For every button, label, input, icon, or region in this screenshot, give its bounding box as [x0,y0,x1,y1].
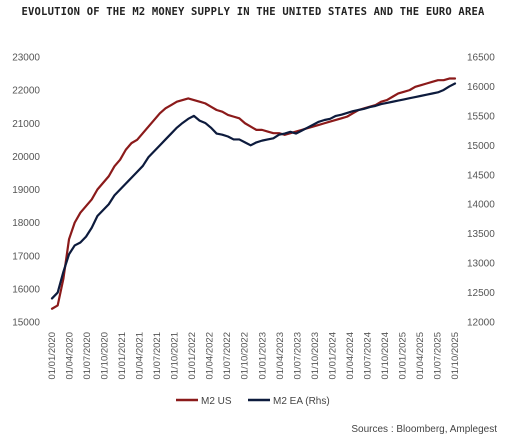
right-tick-label: 13000 [467,259,495,270]
left-tick-label: 16000 [12,284,40,295]
x-tick-label: 01/10/2022 [240,332,251,380]
x-tick-label: 01/01/2025 [397,332,408,380]
x-tick-label: 01/01/2024 [327,332,338,380]
left-tick-label: 20000 [12,152,40,163]
left-tick-label: 17000 [12,251,40,262]
x-tick-label: 01/01/2022 [187,332,198,380]
x-tick-label: 01/04/2025 [415,332,426,380]
x-tick-label: 01/10/2025 [450,332,461,380]
legend: M2 US M2 EA (Rhs) [176,396,330,407]
x-tick-label: 01/10/2023 [310,332,321,380]
right-y-axis: 12000 12500 13000 13500 14000 14500 15000 15500… [467,53,495,329]
right-tick-label: 15500 [467,111,495,122]
left-tick-label: 18000 [12,218,40,229]
x-tick-label: 01/04/2023 [275,332,286,380]
right-tick-label: 14000 [467,200,495,211]
x-tick-label: 01/01/2023 [257,332,268,380]
x-tick-label: 01/01/2021 [117,332,128,380]
x-tick-label: 01/01/2020 [47,332,58,380]
x-tick-label: 01/10/2021 [170,332,181,380]
source-note: Sources : Bloomberg, Amplegest [351,424,497,435]
x-tick-label: 01/07/2020 [82,332,93,380]
x-tick-label: 01/07/2024 [362,332,373,380]
x-tick-label: 01/04/2024 [345,332,356,380]
right-tick-label: 13500 [467,229,495,240]
left-tick-label: 19000 [12,185,40,196]
left-tick-label: 21000 [12,119,40,130]
x-tick-label: 01/10/2024 [380,332,391,380]
series-line-m2-ea [50,82,457,300]
left-tick-label: 22000 [12,86,40,97]
right-tick-label: 14500 [467,170,495,181]
legend-label-m2-us: M2 US [201,396,232,407]
left-y-axis: 15000 16000 17000 18000 19000 20000 21000 22000… [12,53,40,329]
x-tick-label: 01/07/2023 [292,332,303,380]
x-tick-label: 01/07/2025 [432,332,443,380]
x-tick-label: 01/04/2021 [135,332,146,380]
x-tick-label: 01/10/2020 [100,332,111,380]
legend-label-m2-ea: M2 EA (Rhs) [273,396,330,407]
left-tick-label: 15000 [12,318,40,329]
left-tick-label: 23000 [12,53,40,64]
x-tick-label: 01/07/2022 [222,332,233,380]
x-axis: 01/01/2020 01/04/2020 01/07/2020 01/10/2020… [47,332,461,380]
x-tick-label: 01/07/2021 [152,332,163,380]
chart-title: EVOLUTION OF THE M2 MONEY SUPPLY IN THE … [21,6,485,18]
series-layer [50,77,457,310]
right-tick-label: 12500 [467,288,495,299]
x-tick-label: 01/04/2020 [65,332,76,380]
right-tick-label: 16000 [467,82,495,93]
series-line-m2-us [50,77,457,310]
right-tick-label: 16500 [467,53,495,64]
right-tick-label: 15000 [467,141,495,152]
right-tick-label: 12000 [467,318,495,329]
x-tick-label: 01/04/2022 [205,332,216,380]
